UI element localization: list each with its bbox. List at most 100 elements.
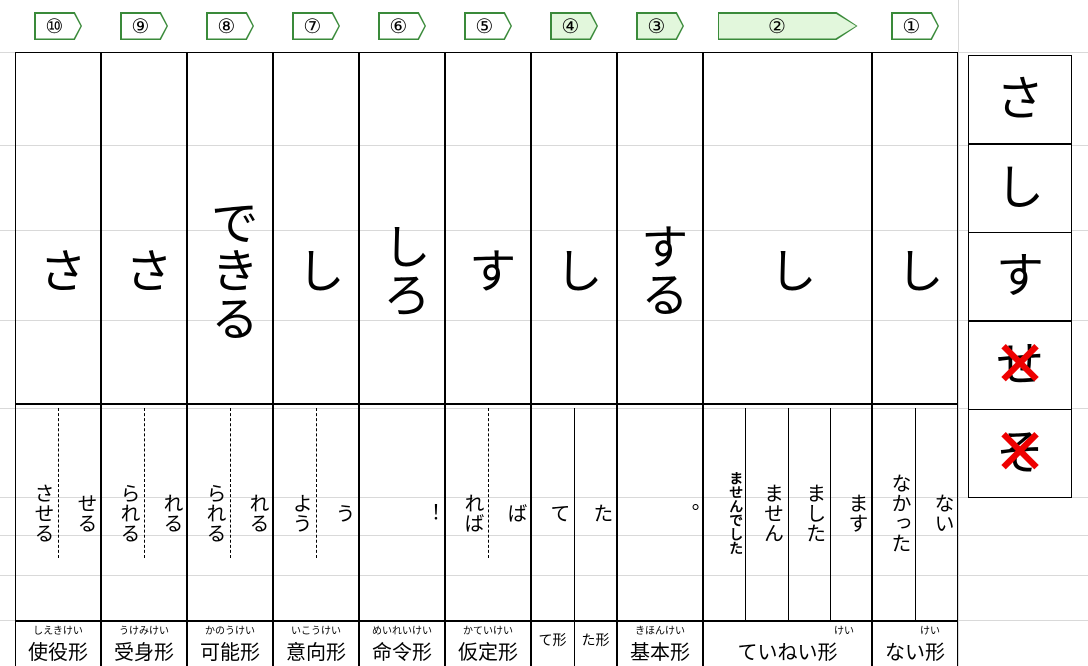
row-divider [617, 403, 703, 405]
column-number: ⑧ [217, 14, 236, 38]
ending-divider [829, 408, 831, 620]
stem-kana: し [760, 246, 816, 294]
row-divider [273, 620, 359, 622]
side-kana: そ [995, 425, 1044, 481]
row-divider [445, 620, 531, 622]
side-cell [968, 55, 1072, 144]
form-name: 受身形 [114, 640, 174, 664]
stem-kana: さ [116, 246, 172, 294]
ending-text: ました [802, 482, 827, 543]
ending-text: なかった [888, 472, 912, 553]
column-number: ⑨ [131, 14, 150, 38]
column [617, 52, 703, 666]
row-divider [703, 403, 872, 405]
column [359, 52, 445, 666]
stem-kana: さ [30, 246, 86, 294]
grid-line [0, 320, 1088, 321]
ending-text: 。 [676, 502, 700, 523]
ending-text: られる [203, 482, 227, 543]
header-arrow-fill [637, 13, 683, 39]
ending-divider [316, 408, 317, 558]
column-number: ⑥ [389, 14, 408, 38]
form-name: 使役形 [28, 640, 88, 664]
side-kana: さ [995, 71, 1044, 127]
name-ruby: けい [834, 626, 854, 637]
grid-line [0, 145, 1088, 146]
ending-text: させる [31, 482, 55, 543]
stem-kana: する [632, 222, 688, 318]
ending-divider [787, 408, 789, 620]
row-divider [187, 620, 273, 622]
stem-kana: できる [202, 198, 258, 342]
column [273, 52, 359, 666]
column [703, 52, 872, 666]
column-number: ④ [561, 14, 580, 38]
row-divider [101, 403, 187, 405]
column-number: ⑩ [45, 14, 64, 38]
header-arrow-fill [551, 13, 597, 39]
stem-kana: し [288, 246, 344, 294]
name-divider [574, 620, 575, 666]
ending-divider [915, 408, 916, 620]
form-name: ない形 [885, 640, 945, 664]
ending-divider [58, 408, 59, 558]
column [187, 52, 273, 666]
ending-text: ない [931, 492, 955, 533]
ending-divider [574, 408, 575, 620]
column [15, 52, 101, 666]
ending-text: せる [74, 492, 98, 533]
ending-text: られる [117, 482, 141, 543]
row-divider [872, 403, 958, 405]
row-divider [359, 620, 445, 622]
row-divider [617, 620, 703, 622]
ending-divider [230, 408, 231, 558]
ending-text: ば [504, 502, 528, 523]
form-name: 仮定形 [458, 640, 518, 664]
column [101, 52, 187, 666]
form-name: 基本形 [630, 640, 690, 664]
form-name: 可能形 [200, 640, 260, 664]
ending-text: ません [760, 482, 785, 543]
row-divider [445, 403, 531, 405]
header-arrow-fill [379, 13, 425, 39]
ending-divider [144, 408, 145, 558]
grid-line [0, 535, 1088, 536]
row-divider [872, 620, 958, 622]
ending-text: ませんでした [727, 470, 744, 555]
ending-text: れば [461, 492, 485, 533]
header-arrow-fill [465, 13, 511, 39]
cross-mark: ✕ [993, 416, 1047, 490]
ending-text: て [547, 502, 571, 523]
column [531, 52, 617, 666]
row-divider [703, 620, 872, 622]
grid-line [958, 0, 959, 666]
form-name: た形 [581, 633, 610, 649]
name-ruby: かていけい [463, 626, 513, 637]
row-divider [531, 403, 617, 405]
grid-line [0, 230, 1088, 231]
row-divider [101, 620, 187, 622]
header-arrow-fill [207, 13, 253, 39]
side-kana: し [995, 159, 1044, 216]
ending-text: う [332, 502, 356, 523]
ending-text: れる [160, 492, 184, 533]
stem-kana: す [460, 246, 516, 294]
column-number: ③ [647, 14, 666, 38]
header-arrow-fill [892, 13, 938, 39]
grid-line [0, 497, 1088, 498]
name-ruby: かのうけい [205, 626, 255, 637]
header-arrow-fill [719, 13, 856, 39]
ending-text: た [590, 502, 614, 523]
stem-kana: しろ [374, 222, 430, 318]
form-name: て形 [538, 633, 567, 649]
row-divider [359, 403, 445, 405]
grid-line [0, 575, 1088, 576]
form-name: 意向形 [286, 640, 346, 664]
ending-text: ！ [418, 502, 442, 523]
row-divider [15, 403, 101, 405]
row-divider [187, 403, 273, 405]
name-ruby: しえきけい [33, 626, 83, 637]
side-cell [968, 143, 1072, 233]
header-arrow-fill [35, 13, 81, 39]
